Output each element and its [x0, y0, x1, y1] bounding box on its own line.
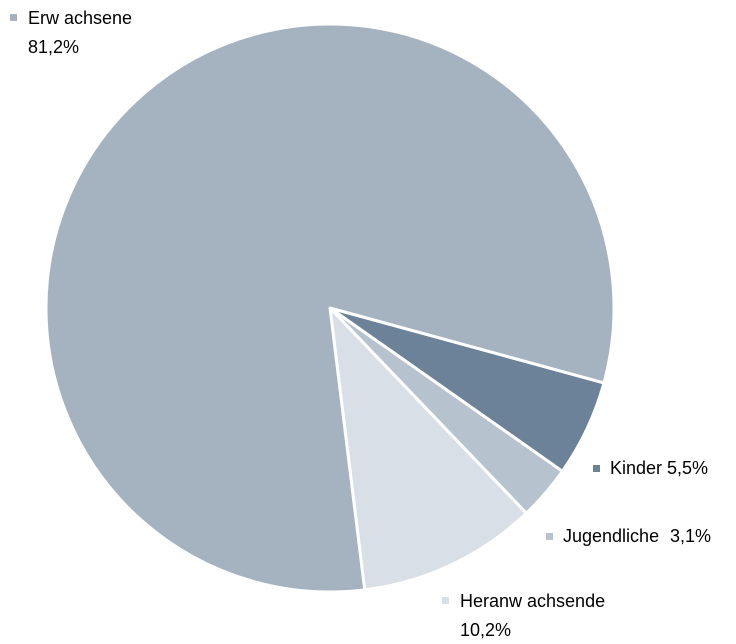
legend-marker-erwachsene: [10, 14, 17, 21]
label-kinder-name: Kinder: [610, 458, 662, 478]
label-jugendliche-value: 3,1%: [670, 526, 711, 546]
label-erwachsene-value: 81,2%: [28, 37, 79, 57]
label-erwachsene-name: Erw achsene: [28, 8, 132, 28]
label-kinder-value: 5,5%: [667, 458, 708, 478]
legend-marker-heranwachsende: [442, 597, 449, 604]
slice-labels: Erw achsene 81,2% Kinder 5,5% Jugendlich…: [10, 8, 711, 640]
pie-slices: [44, 22, 616, 594]
label-jugendliche-name: Jugendliche: [563, 526, 659, 546]
label-heranwachsende-name: Heranw achsende: [460, 591, 605, 611]
pie-slice-erwachsene: [44, 22, 616, 594]
pie-slice-heranwachsende: [328, 306, 528, 592]
legend-marker-jugendliche: [546, 533, 553, 540]
legend-marker-kinder: [593, 465, 600, 472]
label-heranwachsende-value: 10,2%: [460, 620, 511, 640]
